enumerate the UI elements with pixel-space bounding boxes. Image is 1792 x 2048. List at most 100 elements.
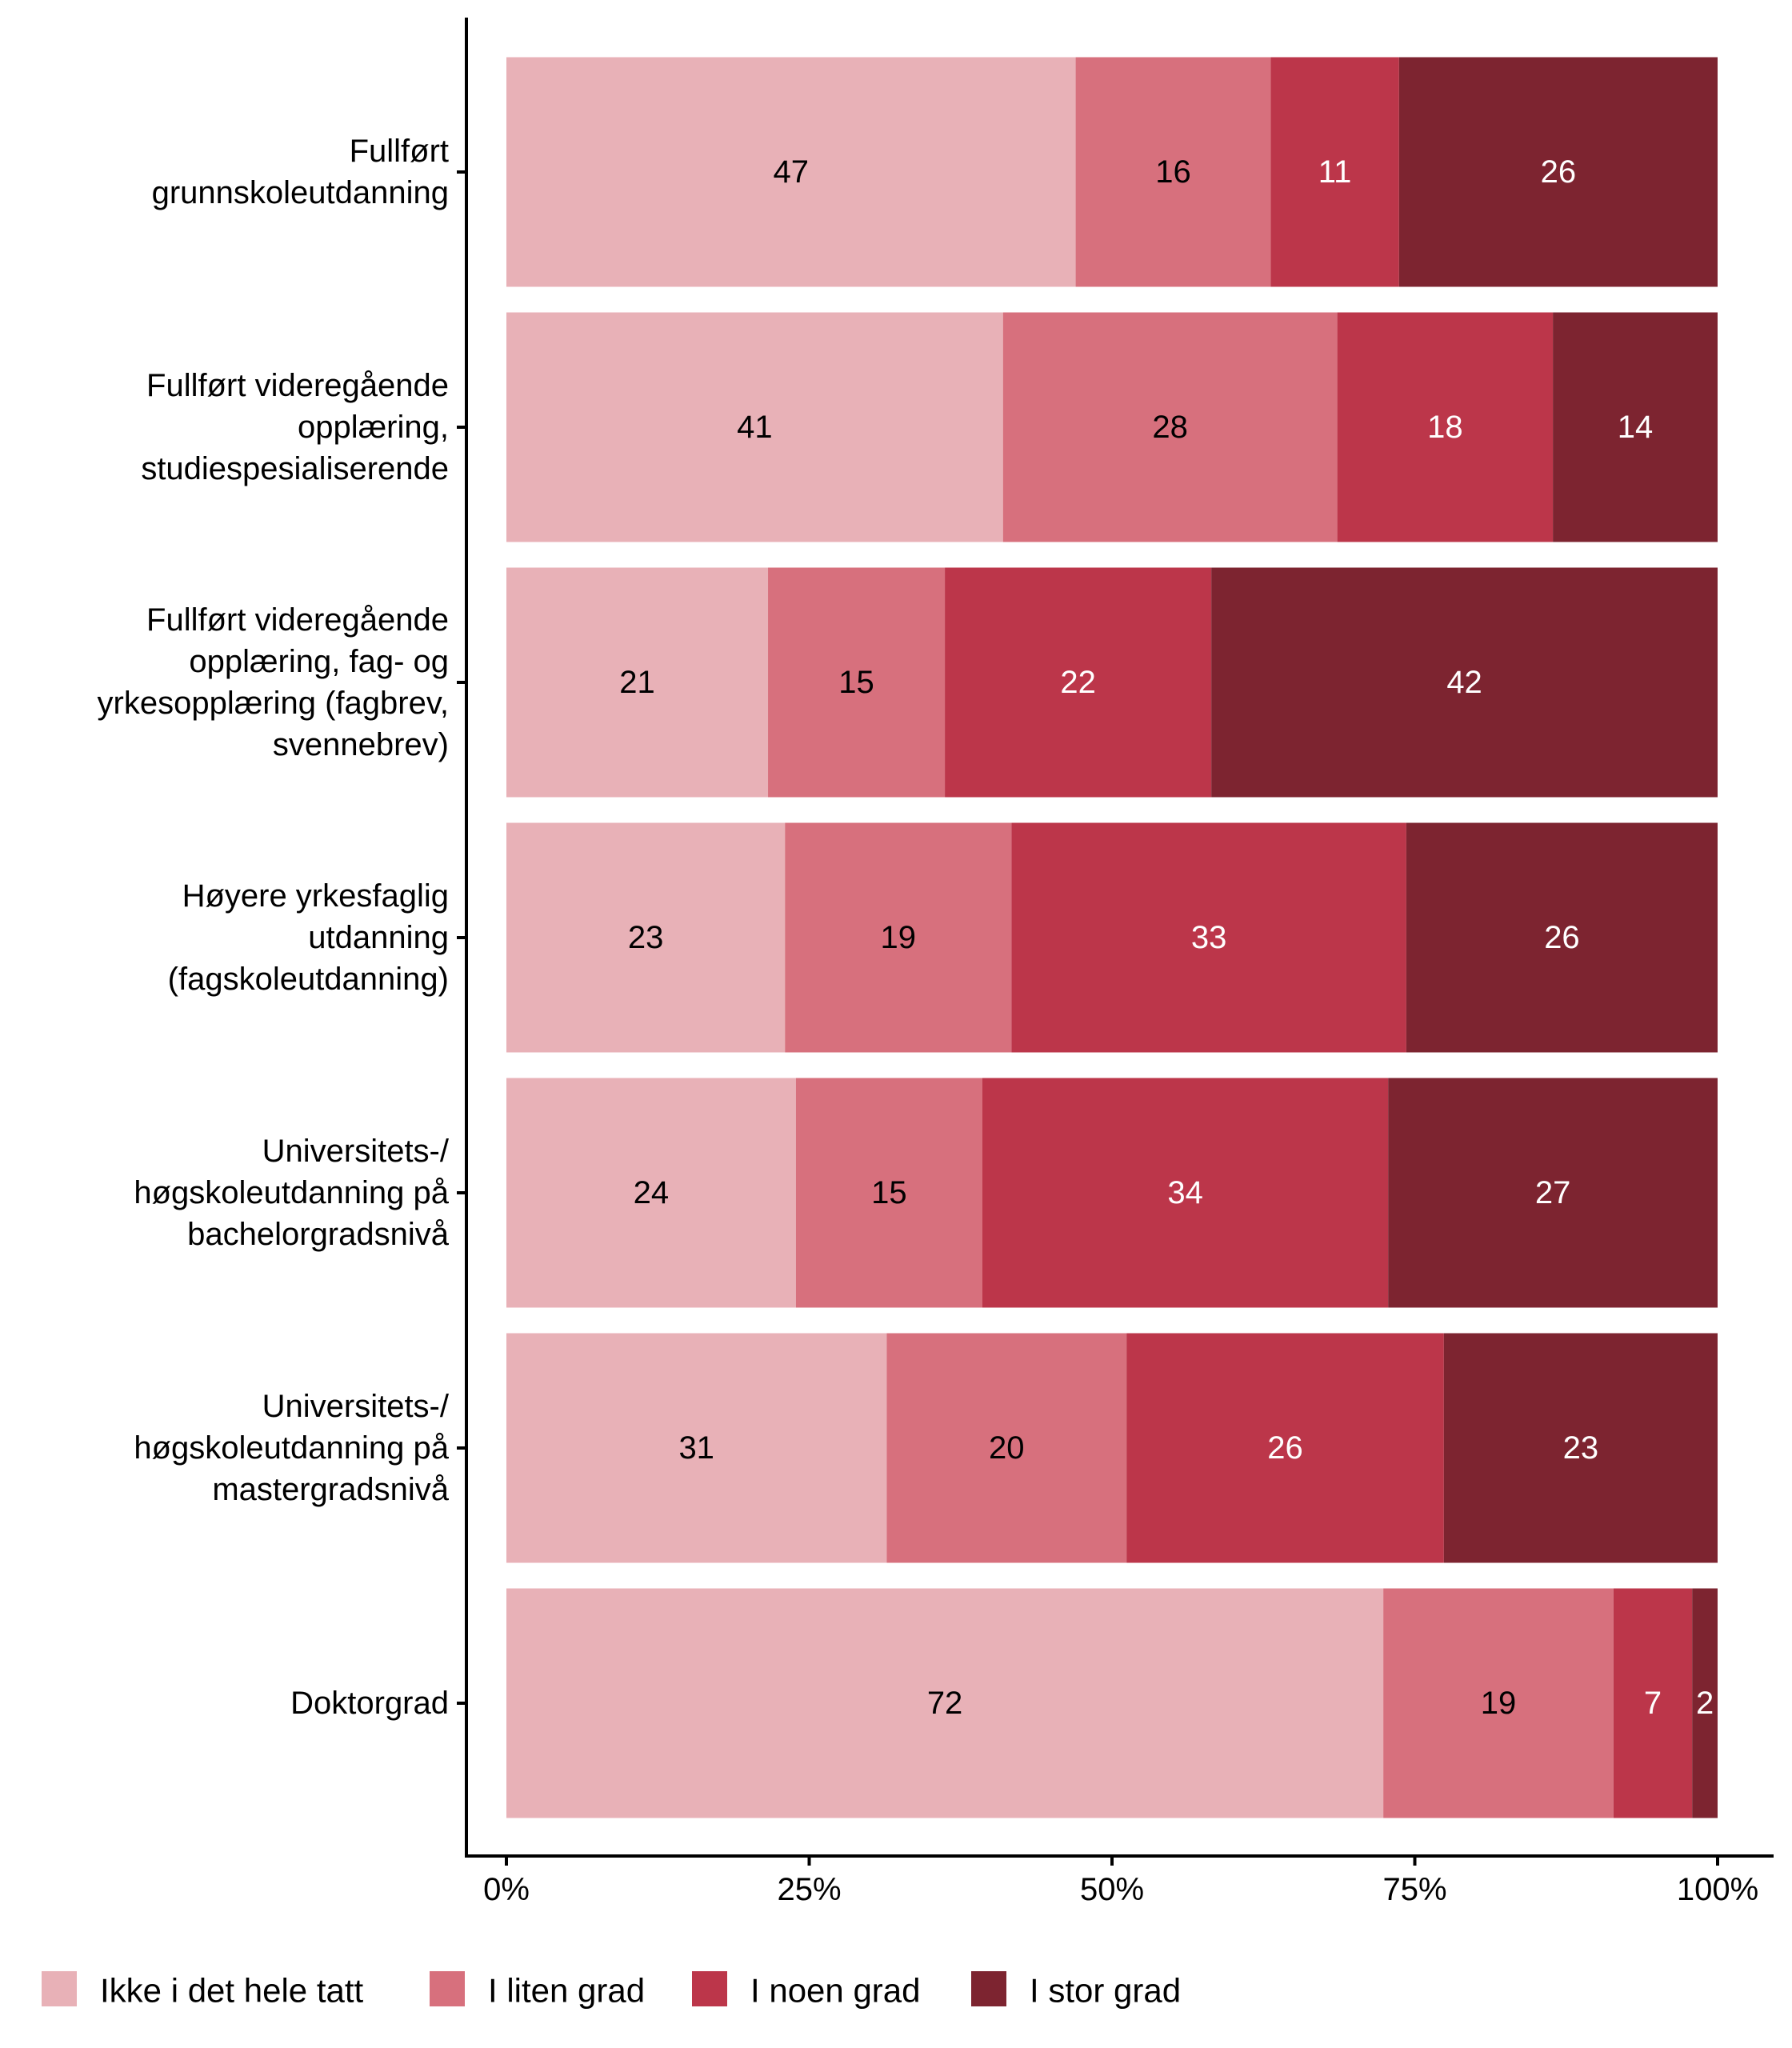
bar-value-label: 21 (619, 665, 655, 700)
bar-value-label: 26 (1267, 1430, 1303, 1466)
x-tick-label: 75% (1382, 1872, 1446, 1907)
bar-value-label: 16 (1155, 154, 1191, 190)
bar-value-label: 26 (1544, 920, 1580, 955)
x-tick-label: 50% (1080, 1872, 1144, 1907)
bar-value-label: 24 (634, 1175, 670, 1210)
bar-value-label: 18 (1427, 410, 1463, 445)
bar-value-label: 23 (1563, 1430, 1599, 1466)
bar-segment (1443, 1333, 1718, 1563)
y-category-label-line: studiespesialiserende (141, 451, 449, 486)
y-category-label-line: Fullført (350, 134, 449, 169)
bar-segment (1337, 312, 1554, 542)
bar-value-label: 19 (881, 920, 917, 955)
y-category-label: Fullført videregående opplæring, studiespe… (141, 368, 449, 486)
bar-value-label: 42 (1446, 665, 1482, 700)
y-category-label-line: opplæring, (298, 410, 449, 445)
bar-segment (1692, 1588, 1718, 1818)
bar-segment (1553, 312, 1718, 542)
y-category-label-line: Doktorgrad (290, 1686, 449, 1721)
bar-value-label: 41 (737, 410, 773, 445)
bar-segment (785, 822, 1012, 1053)
bar-segment (768, 567, 946, 798)
bar-segment (1388, 1078, 1718, 1308)
x-axis-ticks: 0% 25% 50% 75% 100% (483, 1856, 1758, 1907)
bar-segment (1002, 312, 1338, 542)
legend-item: I liten grad (430, 1971, 645, 2010)
bar-segment (506, 57, 1076, 287)
y-category-label-line: mastergradsnivå (212, 1472, 449, 1507)
bar-value-label: 22 (1060, 665, 1096, 700)
bar-group: 24 15 34 27 (506, 1078, 1718, 1308)
y-axis-labels: Fullført grunnskoleutdanning Fullført vide… (98, 134, 450, 1721)
bar-group: 41 28 18 14 (506, 312, 1718, 542)
legend-item: I stor grad (971, 1971, 1181, 2010)
bar-segment (1270, 57, 1399, 287)
y-category-label-line: høgskoleutdanning på (134, 1430, 449, 1466)
legend-item: I noen grad (692, 1971, 921, 2010)
bar-value-label: 2 (1696, 1686, 1714, 1721)
y-category-label-line: yrkesopplæring (fagbrev, (98, 686, 449, 721)
y-category-label-line: bachelorgradsnivå (187, 1217, 450, 1252)
y-category-label-line: Universitets-/ (262, 1134, 450, 1169)
x-tick-label: 100% (1677, 1872, 1758, 1907)
bar-value-label: 34 (1167, 1175, 1203, 1210)
y-category-label-line: svennebrev) (273, 727, 449, 762)
bar-value-label: 72 (927, 1686, 963, 1721)
bar-segment (1011, 822, 1406, 1053)
bar-segment (1075, 57, 1271, 287)
bar-segment (1126, 1333, 1444, 1563)
legend-key (692, 1971, 727, 2006)
bar-segment (1383, 1588, 1614, 1818)
y-category-label: Universitets-/ høgskoleutdanning på bachel… (134, 1134, 450, 1252)
bar-segment (506, 1078, 796, 1308)
x-tick-label: 0% (483, 1872, 530, 1907)
bar-segment (506, 1333, 887, 1563)
y-category-label-line: grunnskoleutdanning (152, 175, 449, 210)
bar-value-label: 15 (871, 1175, 907, 1210)
bar-value-label: 7 (1644, 1686, 1662, 1721)
legend-label: I liten grad (488, 1972, 645, 2010)
y-category-label: Doktorgrad (290, 1686, 449, 1721)
y-category-label: Universitets-/ høgskoleutdanning på master… (134, 1389, 450, 1507)
legend-key (42, 1971, 77, 2006)
bar-value-label: 14 (1618, 410, 1654, 445)
x-tick-label: 25% (777, 1872, 841, 1907)
y-category-label-line: Høyere yrkesfaglig (182, 878, 449, 914)
y-category-label-line: Fullført videregående (146, 602, 449, 638)
bar-value-label: 33 (1191, 920, 1227, 955)
bar-value-label: 20 (989, 1430, 1025, 1466)
axes-layer (457, 18, 1774, 1858)
bar-value-label: 26 (1541, 154, 1577, 190)
bar-value-label: 28 (1152, 410, 1188, 445)
legend: Ikke i det hele tatt I liten grad I noen g… (42, 1971, 1181, 2010)
bar-group: 23 19 33 26 (506, 822, 1718, 1053)
bar-value-label: 47 (774, 154, 810, 190)
bar-group: 47 16 11 26 (506, 57, 1718, 287)
bar-segment (506, 567, 769, 798)
bar-segment (795, 1078, 983, 1308)
bar-value-label: 11 (1318, 154, 1352, 190)
bar-group: 72 19 7 2 (506, 1588, 1718, 1818)
y-category-label-line: (fagskoleutdanning) (168, 962, 449, 997)
y-category-label-line: opplæring, fag- og (189, 644, 449, 679)
legend-label: I noen grad (750, 1972, 921, 2010)
bar-segment (982, 1078, 1389, 1308)
legend-item: Ikke i det hele tatt (42, 1971, 364, 2010)
bar-value-label: 19 (1481, 1686, 1517, 1721)
legend-key (971, 1971, 1006, 2006)
y-category-label-line: Fullført videregående (146, 368, 449, 403)
y-category-label: Fullført grunnskoleutdanning (152, 134, 449, 210)
bar-segment (1613, 1588, 1693, 1818)
bar-segment (506, 1588, 1384, 1818)
bar-value-label: 31 (678, 1430, 714, 1466)
legend-label: I stor grad (1030, 1972, 1181, 2010)
bar-segment (506, 312, 1003, 542)
bar-value-label: 15 (838, 665, 874, 700)
bar-value-label: 23 (628, 920, 664, 955)
bar-segment (945, 567, 1212, 798)
legend-key (430, 1971, 465, 2006)
bar-segment (1406, 822, 1718, 1053)
y-category-label-line: Universitets-/ (262, 1389, 450, 1424)
